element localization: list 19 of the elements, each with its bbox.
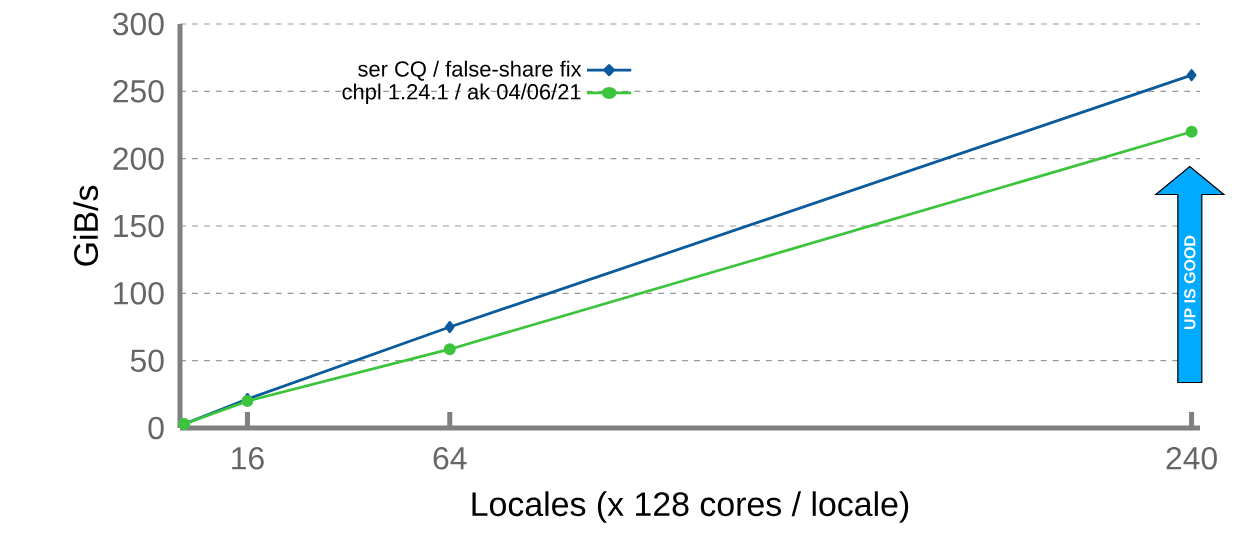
legend-label: chpl 1.24.1 / ak 04/06/21 [342, 83, 581, 104]
point [1185, 125, 1198, 138]
y-tick-label: 100 [114, 282, 164, 305]
legend-label: ser CQ / false-share fix [358, 60, 582, 81]
y-tick-label: 200 [113, 147, 164, 170]
y-tick-label: 0 [148, 416, 164, 440]
x-tick-label: 240 [1166, 447, 1217, 470]
point [444, 321, 455, 333]
y-tick-label: 300 [112, 12, 164, 36]
y-tick-label: 250 [113, 80, 164, 103]
x-tick-label: 16 [232, 447, 264, 470]
y-tick-label: 150 [114, 214, 164, 238]
y-axis-title: GiB/s [73, 185, 99, 266]
x-axis-title: Locales (x 128 cores / locale) [472, 491, 909, 523]
x-tick-label: 64 [433, 447, 467, 470]
annotation: UP IS GOOD [1184, 235, 1196, 329]
point [1186, 69, 1197, 82]
y-tick-label: 50 [130, 349, 164, 372]
point [443, 343, 456, 356]
